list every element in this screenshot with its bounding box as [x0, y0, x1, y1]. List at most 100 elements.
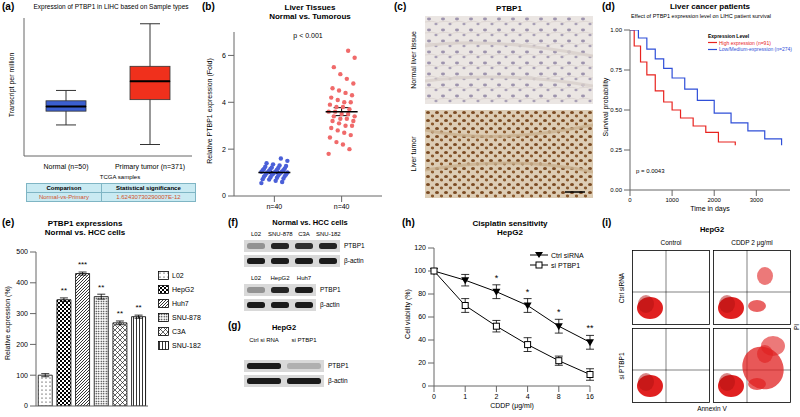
html-text:β-actin: β-actin	[320, 301, 340, 308]
html-text:Relative PTBP1 expression (Fol: Relative PTBP1 expression (Fold)	[206, 58, 214, 164]
html-text:PTBP1: PTBP1	[320, 286, 341, 293]
html-text:Huh7: Huh7	[172, 299, 189, 307]
html-text:PTBP1 expressions: PTBP1 expressions	[47, 219, 123, 228]
html-text:Liver cancer patients: Liver cancer patients	[670, 2, 750, 11]
svg-text:*: *	[495, 273, 499, 283]
svg-text:200: 200	[16, 341, 28, 348]
html-text:CDDP 2 μg/ml: CDDP 2 μg/ml	[731, 239, 773, 246]
html-text:PI: PI	[793, 323, 800, 331]
svg-text:3000: 3000	[750, 197, 764, 203]
html-text:CDDP (μg/ml): CDDP (μg/ml)	[490, 402, 534, 409]
svg-text:2: 2	[222, 146, 226, 153]
html-text:PTBP1: PTBP1	[344, 242, 365, 249]
svg-text:0.25: 0.25	[610, 147, 622, 153]
svg-text:*: *	[557, 307, 561, 317]
svg-text:0: 0	[628, 197, 632, 203]
html-text:TCGA samples: TCGA samples	[99, 174, 141, 180]
svg-text:0: 0	[432, 393, 436, 400]
html-text:C3A: C3A	[172, 327, 186, 335]
svg-text:**: **	[98, 283, 104, 292]
html-text:β-actin: β-actin	[328, 377, 348, 384]
html-text:p < 0.001: p < 0.001	[293, 32, 323, 39]
svg-text:**: **	[135, 303, 141, 312]
html-text:HepG2: HepG2	[497, 228, 523, 238]
svg-text:0.00: 0.00	[610, 187, 622, 193]
html-text:Normal liver tissue: Normal liver tissue	[410, 31, 418, 89]
svg-text:Normal (n=50): Normal (n=50)	[44, 163, 89, 171]
html-text:Normal vs. Tumorous: Normal vs. Tumorous	[269, 12, 351, 22]
html-text:(g): (g)	[228, 320, 241, 331]
html-text:HepG2: HepG2	[271, 323, 297, 332]
svg-text:0.50: 0.50	[610, 107, 622, 113]
html-text:Cisplatin sensitivity: Cisplatin sensitivity	[472, 219, 548, 228]
html-text:Normal vs. HCC cells: Normal vs. HCC cells	[272, 218, 348, 227]
svg-text:Primary tumor (n=371): Primary tumor (n=371)	[115, 163, 185, 171]
html-text:HepG2: HepG2	[699, 225, 725, 234]
html-text:SNU-182: SNU-182	[172, 341, 201, 349]
svg-text:*: *	[526, 287, 530, 297]
html-text:HepG2: HepG2	[172, 285, 195, 293]
svg-text:100: 100	[414, 267, 426, 274]
html-text:Time in days: Time in days	[690, 205, 730, 212]
html-text:si PTBP1: si PTBP1	[551, 261, 581, 269]
svg-text:120: 120	[414, 244, 426, 251]
html-text:PTBP1: PTBP1	[328, 362, 349, 369]
html-text:PTBP1: PTBP1	[496, 4, 522, 13]
svg-text:100: 100	[16, 372, 28, 379]
html-text:High expression (n=91): High expression (n=91)	[719, 39, 771, 46]
html-text:Ctrl siRNA: Ctrl siRNA	[551, 251, 584, 259]
html-text:Liver tumor: Liver tumor	[410, 136, 418, 172]
html-text:Comparison: Comparison	[46, 185, 82, 191]
svg-text:2: 2	[494, 393, 498, 400]
html-text:Normal vs. HCC cells: Normal vs. HCC cells	[44, 228, 126, 238]
svg-text:**: **	[586, 323, 594, 333]
svg-text:n=40: n=40	[334, 203, 350, 210]
html-text:Statistical significance: Statistical significance	[116, 185, 181, 191]
html-text:Cell viability (%): Cell viability (%)	[404, 289, 412, 339]
svg-text:4: 4	[526, 393, 530, 400]
html-text:(f): (f)	[228, 217, 238, 228]
svg-text:20: 20	[418, 359, 426, 366]
html-text:β-actin: β-actin	[344, 257, 364, 264]
svg-text:1: 1	[463, 393, 467, 400]
svg-text:n=40: n=40	[266, 203, 282, 210]
html-text:(b): (b)	[202, 1, 215, 12]
html-text:Expression of PTBP1 in LIHC ba: Expression of PTBP1 in LIHC based on Sam…	[33, 3, 189, 10]
svg-text:500: 500	[16, 248, 28, 255]
html-text:Relative expression (%): Relative expression (%)	[4, 286, 12, 360]
html-text:(i): (i)	[602, 217, 612, 228]
svg-text:0: 0	[422, 382, 426, 389]
html-text:SNU-878: SNU-878	[172, 313, 201, 321]
svg-text:40: 40	[418, 336, 426, 343]
svg-text:300: 300	[16, 310, 28, 317]
html-text:Ctrl siRNA: Ctrl siRNA	[618, 272, 626, 304]
html-text:(e): (e)	[2, 217, 15, 228]
svg-text:2000: 2000	[708, 197, 722, 203]
svg-text:**: **	[61, 286, 67, 295]
svg-text:6: 6	[222, 52, 226, 59]
svg-text:16: 16	[586, 393, 594, 400]
html-text:(d): (d)	[602, 1, 615, 12]
svg-text:60: 60	[418, 313, 426, 320]
html-text:(h): (h)	[402, 217, 415, 228]
svg-text:400: 400	[16, 279, 28, 286]
html-text:Survival probability: Survival probability	[602, 77, 610, 137]
svg-text:0.75: 0.75	[610, 67, 622, 73]
svg-text:**: **	[117, 309, 123, 318]
html-text:(c): (c)	[394, 1, 407, 12]
html-text:Liver Tissues: Liver Tissues	[284, 3, 336, 12]
svg-text:0: 0	[24, 402, 28, 409]
html-text:Transcript per million: Transcript per million	[8, 52, 16, 118]
svg-text:1.00: 1.00	[610, 27, 622, 33]
svg-text:***: ***	[78, 260, 87, 269]
svg-text:1000: 1000	[665, 197, 679, 203]
html-text:L02: L02	[172, 271, 184, 279]
html-text:si PTBP1: si PTBP1	[618, 352, 626, 380]
svg-text:4: 4	[222, 99, 226, 106]
svg-text:80: 80	[418, 290, 426, 297]
html-text:Control: Control	[660, 239, 682, 246]
html-text:Annexin V: Annexin V	[697, 405, 727, 412]
svg-text:8: 8	[557, 393, 561, 400]
svg-text:0: 0	[222, 192, 226, 199]
html-text:(a): (a)	[2, 1, 15, 12]
